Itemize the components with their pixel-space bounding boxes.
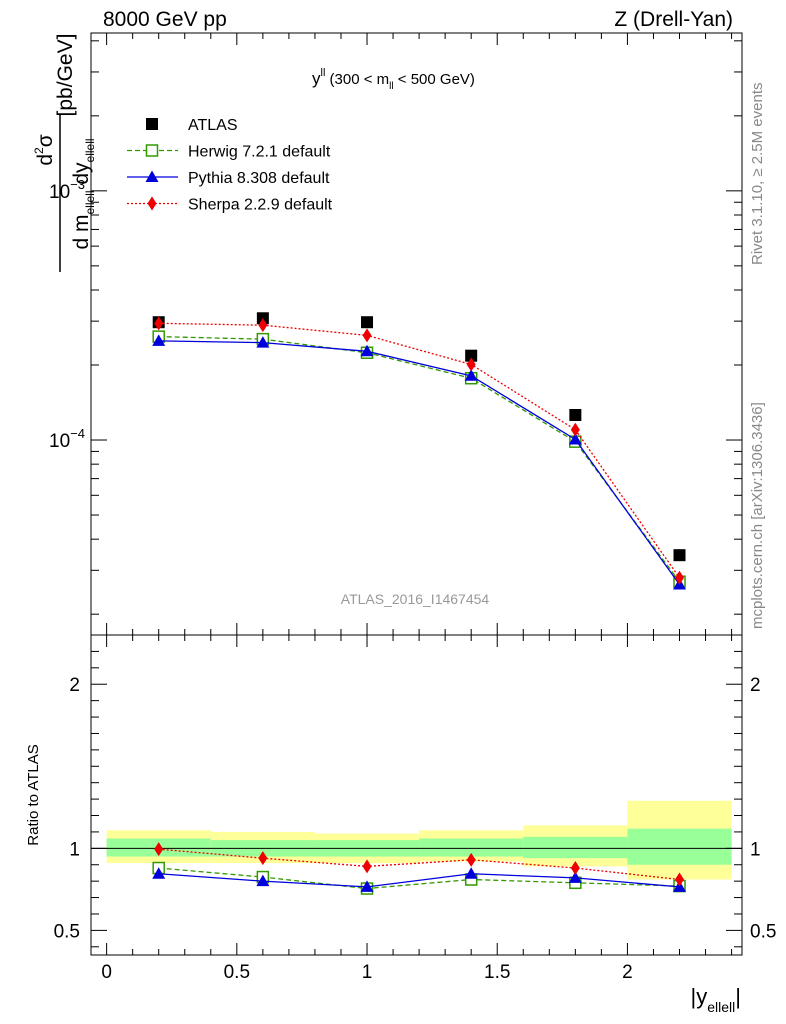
x-axis-label: |yellell| (691, 984, 741, 1015)
ratio-y-tick-label-left: 1 (69, 839, 80, 860)
data-point (361, 316, 374, 329)
ratio-point (466, 852, 476, 867)
ratio-point (256, 874, 270, 887)
legend-marker (145, 170, 159, 182)
ratio-point (570, 861, 580, 876)
ratio-point (258, 851, 268, 866)
legend: ATLAS Herwig 7.2.1 default Pythia 8.308 de… (127, 117, 333, 214)
x-tick-label: 0 (101, 962, 112, 983)
main-title: yll (300 < mll < 500 GeV) (312, 67, 475, 92)
ratio-point (152, 867, 166, 879)
rivet-label: Rivet 3.1.10, ≥ 2.5M events (749, 83, 766, 266)
legend-marker (147, 196, 157, 211)
data-point (568, 432, 582, 445)
ratio-series-line (158, 873, 680, 888)
band-stat (523, 836, 628, 859)
data-point (569, 409, 582, 422)
series-line (158, 335, 681, 583)
series-line (158, 322, 681, 579)
ratio-point (362, 859, 372, 874)
band-stat (627, 828, 732, 865)
analysis-watermark: ATLAS_2016_I1467454 (341, 591, 490, 607)
y-tick-label: 10−4 (49, 426, 85, 452)
svg-text:[pb/GeV]: [pb/GeV] (54, 34, 77, 117)
mcplots-label: mcplots.cern.ch [arXiv:1306.3436] (749, 402, 766, 629)
ratio-ylabel: Ratio to ATLAS (25, 744, 42, 845)
legend-marker (146, 118, 158, 130)
data-point (464, 369, 478, 381)
data-point (675, 570, 685, 585)
data-point (673, 549, 686, 562)
x-tick-label: 0.5 (224, 962, 250, 983)
svg-text:d mellell dyellell: d mellell dyellell (70, 138, 97, 249)
data-point (570, 422, 580, 437)
data-point (466, 357, 476, 372)
ratio-y-tick-label-left: 0.5 (54, 921, 80, 942)
data-point (154, 316, 164, 331)
legend-marker (145, 144, 159, 157)
ratio-y-tick-label-right: 2 (750, 675, 761, 696)
ratio-plot: 0 0.5 1 1.5 2 0.5 0.5 1 1 2 2 (54, 634, 776, 983)
ratio-point (568, 871, 582, 883)
ratio-point (675, 872, 685, 887)
x-tick-label: 1.5 (484, 962, 510, 983)
ratio-frame (90, 634, 743, 956)
data-point (362, 328, 372, 343)
ratio-y-tick-label-left: 2 (69, 675, 80, 696)
legend-label: Sherpa 2.2.9 default (188, 197, 333, 214)
ratio-y-tick-label-right: 0.5 (750, 921, 776, 942)
x-tick-label: 1 (362, 962, 373, 983)
header-left: 8000 GeV pp (103, 8, 227, 31)
ratio-series-line (158, 867, 680, 890)
x-tick-label: 2 (622, 962, 633, 983)
main-ylabel: d2σ d mellell dyellell [pb/GeV] (32, 34, 97, 272)
legend-label: Herwig 7.2.1 default (188, 144, 331, 161)
ratio-point (464, 867, 478, 879)
svg-text:d2σ: d2σ (32, 134, 57, 165)
data-point (256, 336, 270, 348)
ratio-y-tick-label-right: 1 (750, 839, 761, 860)
header-right: Z (Drell-Yan) (614, 8, 733, 31)
data-point (258, 318, 268, 333)
ratio-point (154, 842, 164, 857)
band-stat (419, 838, 524, 857)
main-plot: 10−410−3 (49, 33, 742, 955)
ratio-point (360, 880, 374, 892)
legend-label: Pythia 8.308 default (188, 170, 330, 187)
data-point (360, 344, 374, 357)
legend-label: ATLAS (188, 117, 238, 134)
data-point (152, 334, 166, 346)
data-point (465, 349, 478, 362)
series-line (158, 340, 681, 585)
ratio-series-line (158, 848, 680, 881)
